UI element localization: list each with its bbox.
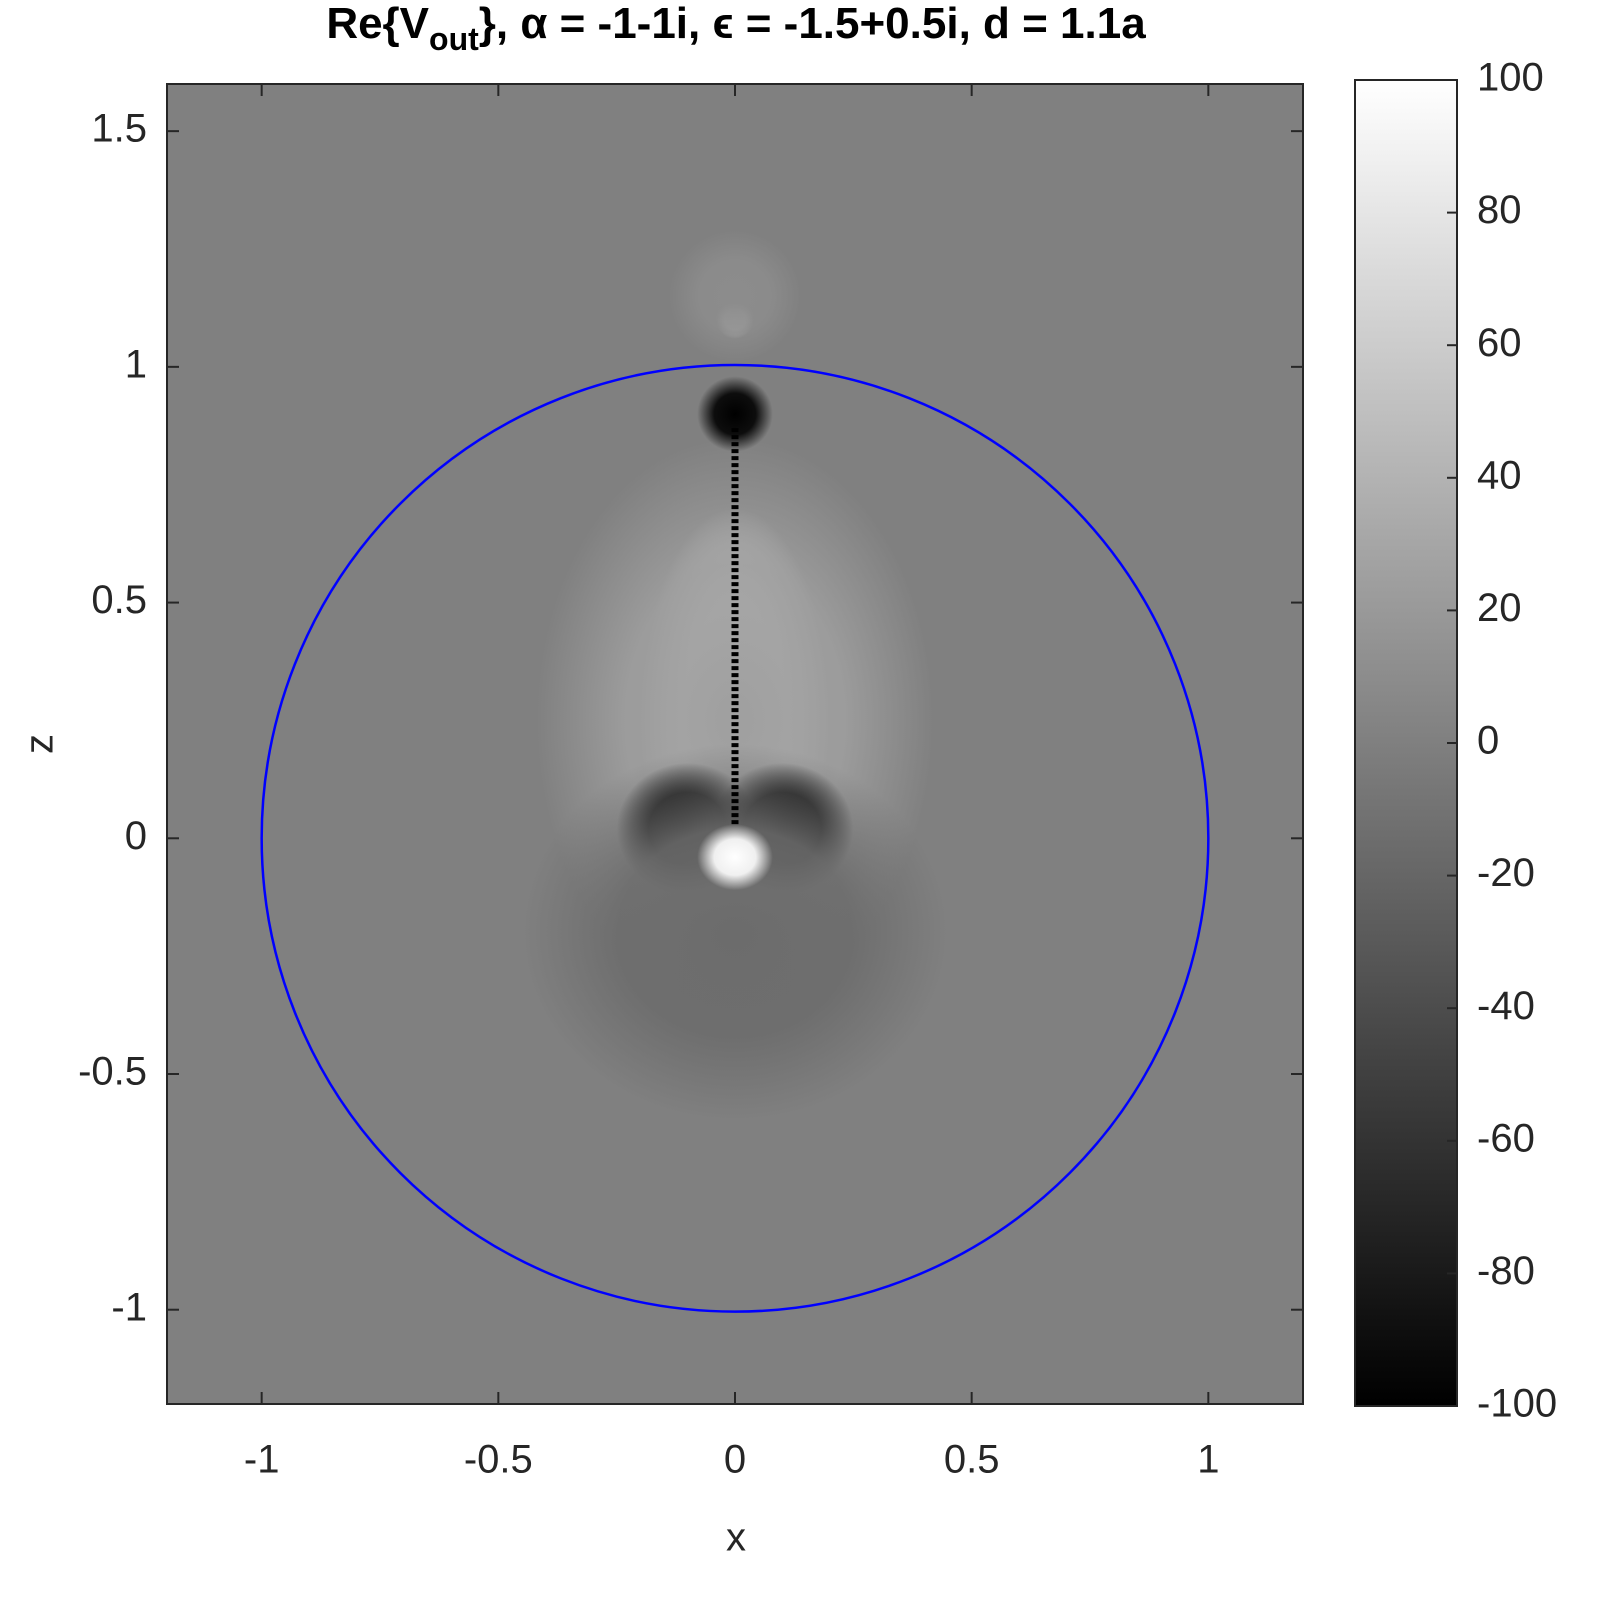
title-part: Re{V (326, 0, 429, 48)
colorbar-tick-label: 0 (1477, 719, 1499, 763)
colorbar-tick-label: 20 (1477, 586, 1522, 630)
y-tick-label: -0.5 (78, 1050, 147, 1094)
colorbar-tick-label: 100 (1477, 56, 1544, 100)
colorbar-tick-label: -100 (1477, 1382, 1557, 1426)
title-subscript: out (429, 21, 479, 57)
colorbar-tick-label: -60 (1477, 1116, 1535, 1160)
field-feature (697, 824, 773, 891)
y-tick-label: 0.5 (91, 578, 147, 622)
y-tick-label: -1 (111, 1285, 147, 1329)
y-tick-label: 1 (125, 342, 147, 386)
boundary-circle (260, 363, 1210, 1313)
x-tick-label: 0.5 (944, 1438, 1000, 1482)
title-part: }, α = -1-1i, ϵ = -1.5+0.5i, d = 1.1a (479, 0, 1146, 48)
field (260, 230, 1210, 1313)
field-feature (668, 230, 802, 363)
colorbar-tick-label: -40 (1477, 984, 1535, 1028)
x-axis-label: x (726, 1516, 746, 1560)
colorbar-tick-label: 40 (1477, 453, 1522, 497)
x-tick-label: -0.5 (464, 1438, 533, 1482)
colorbar (1354, 79, 1458, 1407)
colorbar-tick-label: 60 (1477, 321, 1522, 365)
y-axis-label: z (18, 734, 62, 754)
field-feature (697, 376, 773, 452)
x-tick-label: -1 (244, 1438, 280, 1482)
colorbar-tick-label: -20 (1477, 851, 1535, 895)
colorbar-tick-label: 80 (1477, 188, 1522, 232)
y-tick-label: 1.5 (91, 107, 147, 151)
x-tick-label: 1 (1197, 1438, 1219, 1482)
field-feature (522, 744, 948, 1122)
x-tick-label: 0 (724, 1438, 746, 1482)
chart-title: Re{Vout}, α = -1-1i, ϵ = -1.5+0.5i, d = … (326, 0, 1146, 57)
colorbar-tick-label: -80 (1477, 1249, 1535, 1293)
y-tick-label: 0 (125, 814, 147, 858)
